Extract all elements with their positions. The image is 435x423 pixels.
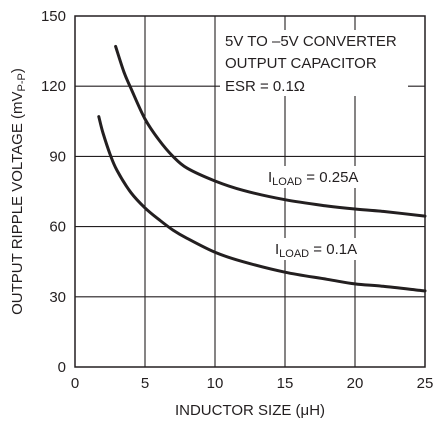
y-tick-label: 90 bbox=[49, 148, 66, 165]
x-axis-label-mu: μ bbox=[301, 402, 310, 419]
annotation-line-1: 5V TO –5V CONVERTER bbox=[225, 33, 397, 50]
x-tick-label: 25 bbox=[417, 375, 434, 392]
plot-frame bbox=[74, 15, 426, 368]
series-label-01a: ILOAD = 0.1A bbox=[269, 238, 379, 260]
series-label-text: ILOAD = 0.1A bbox=[275, 241, 357, 260]
series-label-background bbox=[269, 238, 379, 260]
y-tick-label: 0 bbox=[58, 359, 66, 376]
annotation-box: 5V TO –5V CONVERTER OUTPUT CAPACITOR ESR… bbox=[220, 30, 408, 96]
annotation-line-2: OUTPUT CAPACITOR bbox=[225, 55, 377, 72]
x-axis-label-prefix: INDUCTOR SIZE ( bbox=[175, 402, 301, 419]
series-label-sub: LOAD bbox=[272, 176, 302, 188]
y-tick-label: 120 bbox=[41, 78, 66, 95]
series-curve-025a bbox=[114, 44, 427, 218]
y-axis-label-prefix: OUTPUT RIPPLE VOLTAGE (mV bbox=[9, 91, 26, 314]
tick-labels: 0 5 10 15 20 25 0 30 60 90 120 150 bbox=[41, 8, 433, 392]
series-label-sub: LOAD bbox=[279, 248, 309, 260]
series-label-i: I bbox=[275, 241, 279, 258]
series-label-value: = 0.1A bbox=[309, 241, 357, 258]
series-label-i: I bbox=[268, 169, 272, 186]
series-curve-01a bbox=[97, 115, 427, 293]
series-label-background bbox=[262, 166, 390, 188]
series-label-value: = 0.25A bbox=[302, 169, 358, 186]
x-tick-label: 0 bbox=[71, 375, 79, 392]
series-curves bbox=[97, 44, 427, 293]
x-tick-label: 20 bbox=[347, 375, 364, 392]
y-axis-label-sub: P-P bbox=[16, 73, 28, 91]
y-tick-label: 150 bbox=[41, 8, 66, 25]
annotation-line-3: ESR = 0.1Ω bbox=[225, 78, 305, 95]
y-axis-label-suffix: ) bbox=[9, 68, 26, 73]
series-label-025a: ILOAD = 0.25A bbox=[262, 166, 390, 188]
annotation-background bbox=[220, 30, 408, 96]
y-tick-label: 30 bbox=[49, 289, 66, 306]
x-axis-label: INDUCTOR SIZE (μH) bbox=[175, 402, 325, 419]
x-tick-label: 15 bbox=[277, 375, 294, 392]
x-tick-label: 10 bbox=[207, 375, 224, 392]
series-label-text: ILOAD = 0.25A bbox=[268, 169, 358, 188]
y-tick-label: 60 bbox=[49, 219, 66, 236]
x-tick-label: 5 bbox=[141, 375, 149, 392]
y-axis-label: OUTPUT RIPPLE VOLTAGE (mVP-P) bbox=[9, 68, 28, 315]
x-axis-label-suffix: H) bbox=[309, 402, 325, 419]
